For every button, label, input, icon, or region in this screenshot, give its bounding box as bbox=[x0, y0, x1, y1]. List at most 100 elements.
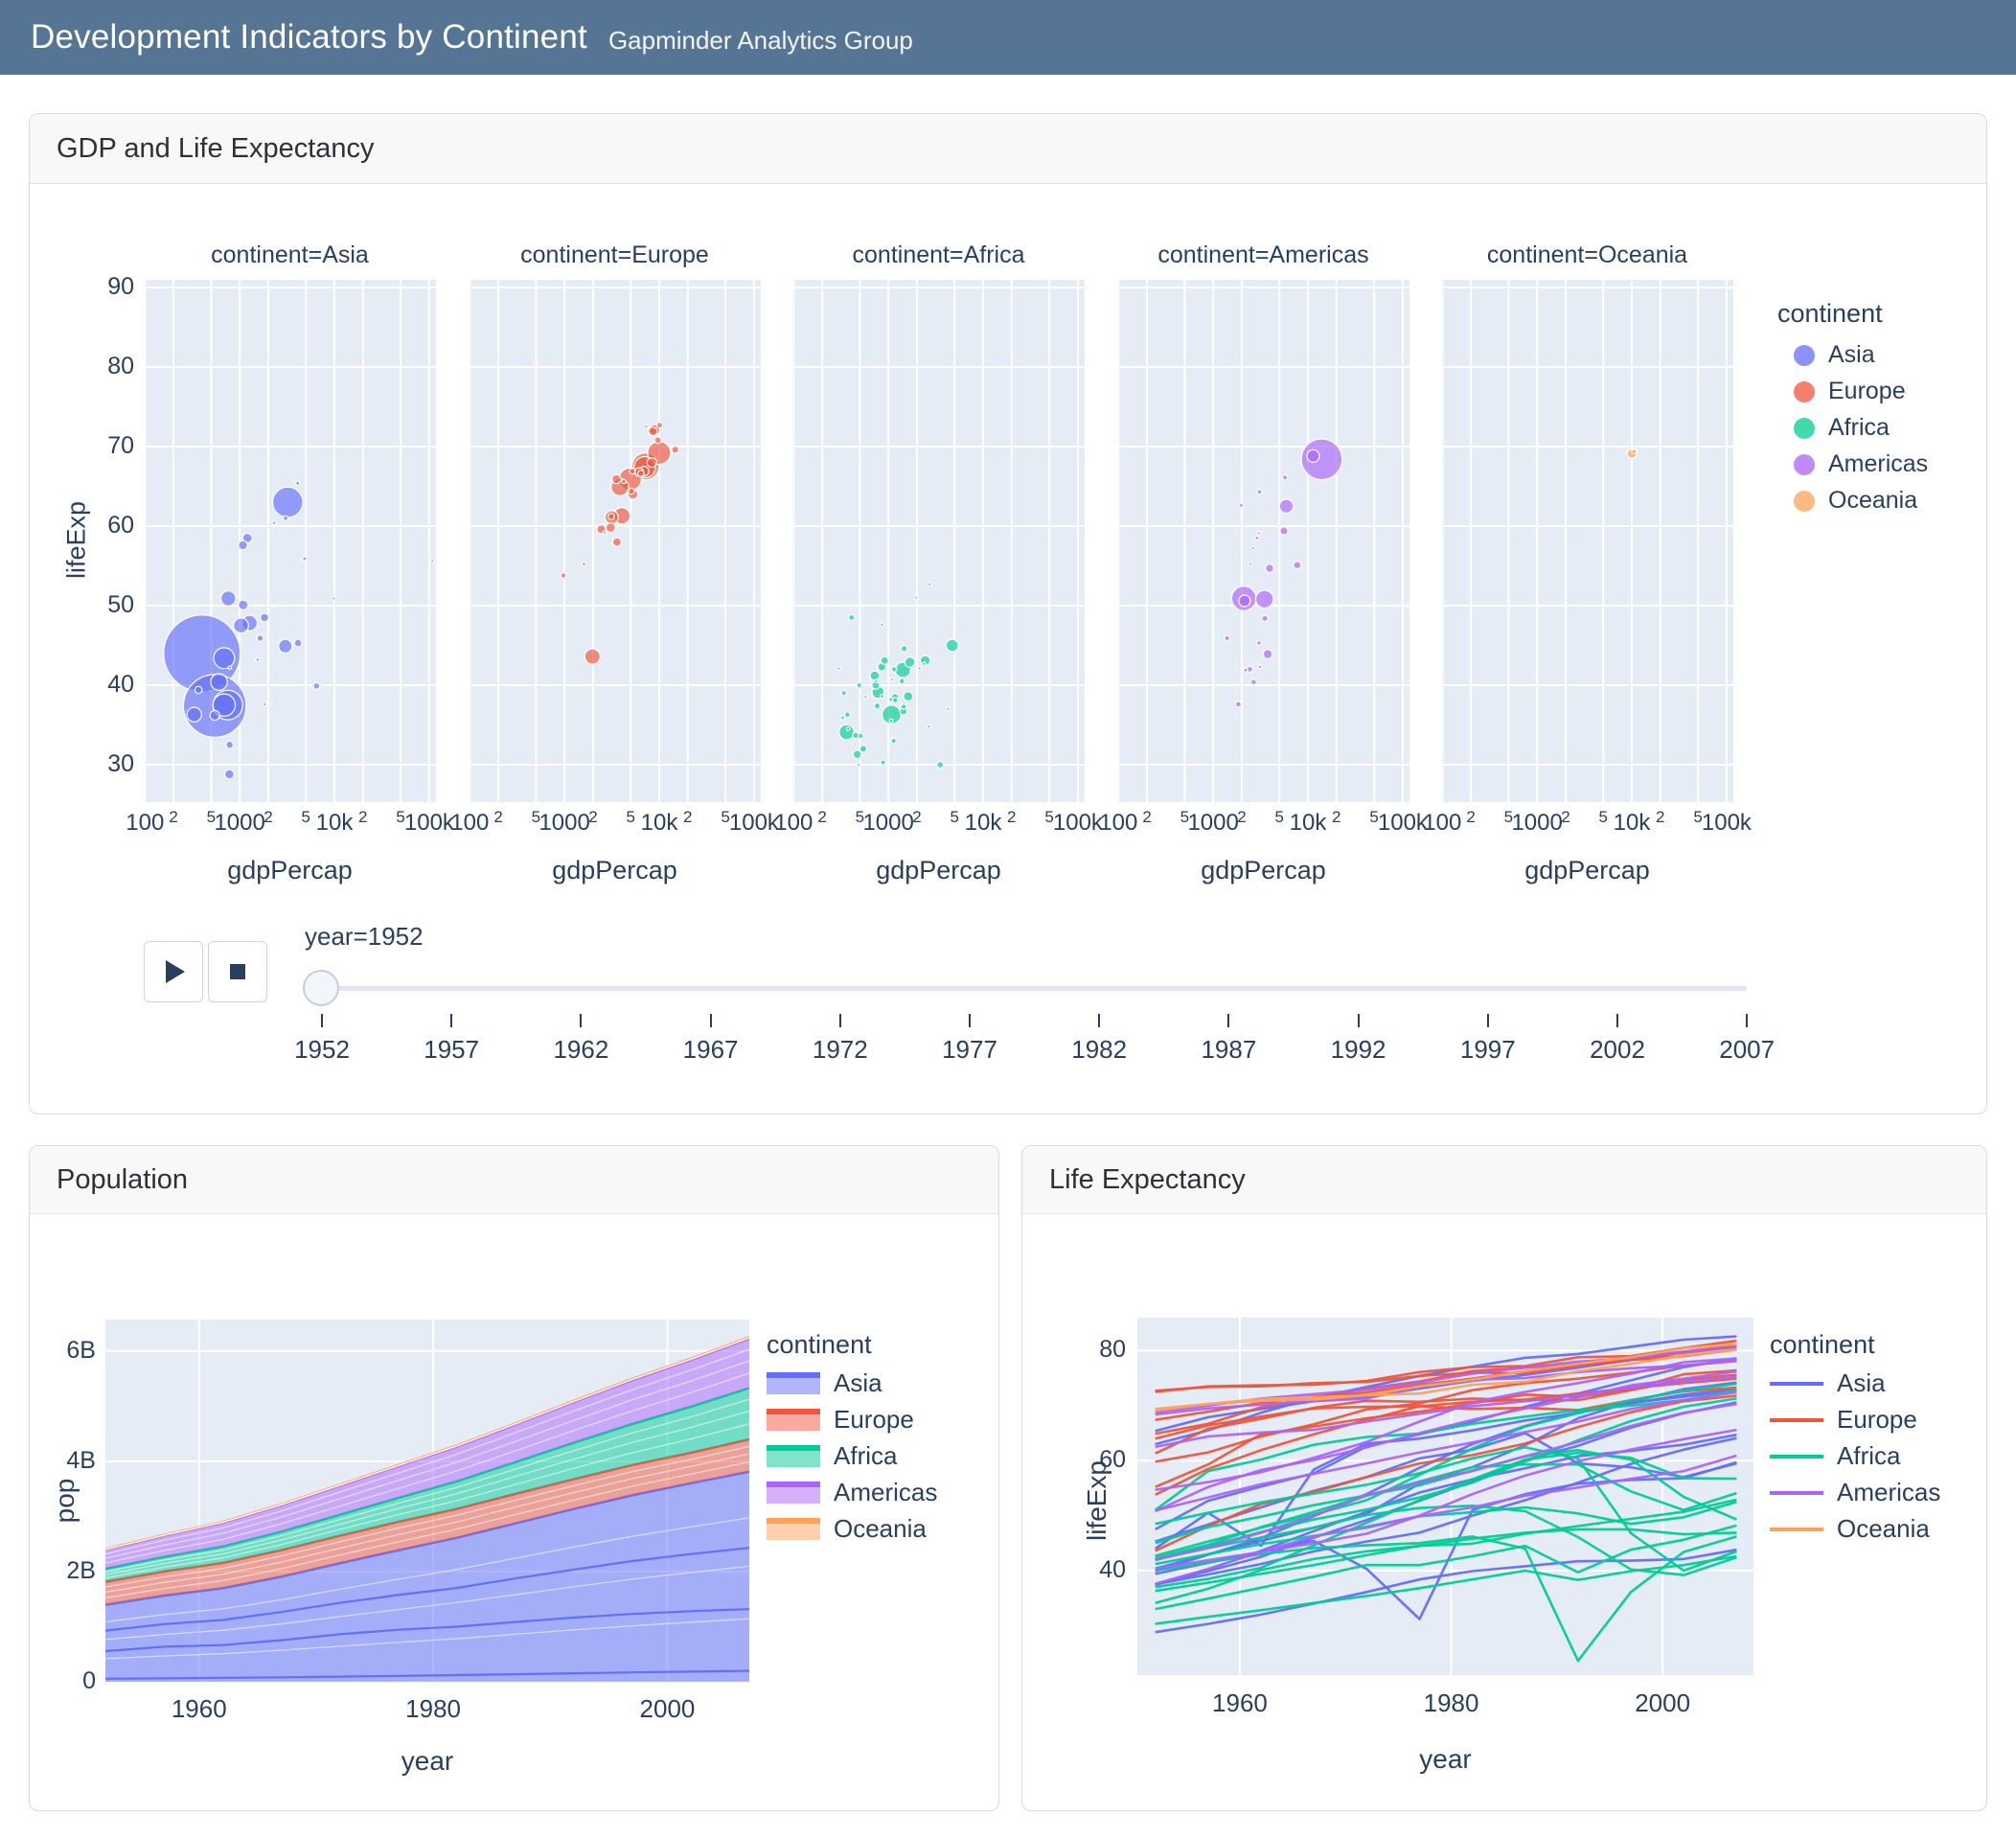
slider-tick bbox=[969, 1014, 971, 1027]
slider-tick-label[interactable]: 1967 bbox=[682, 1035, 739, 1064]
x-tick-label: 10k bbox=[315, 810, 354, 836]
y-tick-label: 60 bbox=[1099, 1446, 1126, 1474]
legend-line-swatch-oceania bbox=[1770, 1527, 1823, 1531]
x-tick-label: 2000 bbox=[639, 1694, 696, 1723]
legend-label: Americas bbox=[834, 1478, 938, 1506]
slider-tick bbox=[1486, 1014, 1489, 1027]
facet-title-americas: continent=Americas bbox=[1157, 241, 1369, 268]
gdp-life-card-title: GDP and Life Expectancy bbox=[57, 132, 375, 164]
legend-item-oceania[interactable]: Oceania bbox=[767, 1514, 927, 1544]
scatter-facet-asia[interactable] bbox=[144, 280, 436, 802]
legend-item-asia[interactable]: Asia bbox=[767, 1368, 882, 1398]
legend-item-europe[interactable]: Europe bbox=[1794, 378, 1906, 405]
legend-item-americas[interactable]: Americas bbox=[1794, 450, 1928, 478]
legend-line-swatch-europe bbox=[1770, 1417, 1823, 1422]
play-button[interactable] bbox=[144, 941, 203, 1002]
x-tick-label: 1960 bbox=[1212, 1689, 1268, 1717]
slider-tick-label[interactable]: 1982 bbox=[1071, 1035, 1128, 1064]
x-tick-label: 10k bbox=[1613, 810, 1651, 836]
facet-title-asia: continent=Asia bbox=[211, 241, 369, 268]
slider-tick bbox=[450, 1014, 453, 1027]
y-axis-title: pop bbox=[50, 1478, 80, 1524]
legend-item-africa[interactable]: Africa bbox=[1770, 1441, 1900, 1471]
legend-item-americas[interactable]: Americas bbox=[1770, 1478, 1940, 1507]
x-minor-tick-label: 5 bbox=[396, 808, 405, 826]
legend-area-swatch-americas bbox=[767, 1482, 820, 1504]
x-minor-tick-label: 5 bbox=[1369, 808, 1379, 826]
x-minor-tick-label: 2 bbox=[1007, 808, 1017, 826]
y-tick-label: 0 bbox=[82, 1667, 96, 1694]
y-tick-label: 30 bbox=[107, 749, 134, 777]
legend-item-africa[interactable]: Africa bbox=[1794, 414, 1890, 442]
x-minor-tick-label: 5 bbox=[206, 808, 217, 826]
slider-tick bbox=[1098, 1014, 1101, 1027]
legend-item-oceania[interactable]: Oceania bbox=[1770, 1514, 1930, 1544]
slider-tick-label[interactable]: 1987 bbox=[1201, 1035, 1257, 1064]
year-slider-handle[interactable] bbox=[303, 970, 339, 1006]
scatter-facet-europe[interactable] bbox=[469, 280, 761, 802]
slider-tick bbox=[1616, 1014, 1618, 1027]
x-minor-tick-label: 2 bbox=[1332, 808, 1341, 826]
slider-tick bbox=[580, 1014, 583, 1027]
x-tick-label: 10k bbox=[964, 810, 1002, 836]
y-tick-label: 40 bbox=[107, 670, 134, 698]
slider-tick-label[interactable]: 1957 bbox=[424, 1035, 480, 1064]
x-minor-tick-label: 2 bbox=[588, 808, 598, 826]
x-tick-label: 1000 bbox=[1511, 810, 1563, 836]
legend-item-africa[interactable]: Africa bbox=[767, 1441, 897, 1471]
population-plot-area[interactable] bbox=[105, 1320, 749, 1682]
y-tick-label: 80 bbox=[107, 352, 134, 379]
x-tick-label: 1960 bbox=[171, 1694, 227, 1723]
legend-label: Africa bbox=[1837, 1441, 1901, 1470]
x-tick-label: 100 bbox=[1099, 810, 1138, 836]
x-minor-tick-label: 5 bbox=[950, 808, 959, 826]
slider-tick bbox=[1746, 1014, 1749, 1027]
scatter-facet-americas[interactable] bbox=[1117, 280, 1409, 802]
stop-icon bbox=[230, 964, 245, 979]
slider-tick-label[interactable]: 1972 bbox=[812, 1035, 868, 1064]
legend-label: Americas bbox=[1828, 450, 1929, 477]
x-minor-tick-label: 5 bbox=[301, 808, 310, 826]
x-tick-label: 100k bbox=[403, 810, 454, 836]
legend-item-asia[interactable]: Asia bbox=[1794, 341, 1875, 369]
x-minor-tick-label: 2 bbox=[1142, 808, 1152, 826]
legend-label: Africa bbox=[834, 1441, 898, 1470]
slider-tick-label[interactable]: 1977 bbox=[942, 1035, 997, 1064]
legend-item-oceania[interactable]: Oceania bbox=[1794, 487, 1917, 515]
legend-marker-europe bbox=[1794, 380, 1815, 402]
legend-item-asia[interactable]: Asia bbox=[1770, 1368, 1886, 1398]
legend-item-europe[interactable]: Europe bbox=[1770, 1405, 1917, 1435]
x-minor-tick-label: 5 bbox=[1503, 808, 1514, 826]
slider-tick-label[interactable]: 2002 bbox=[1590, 1035, 1645, 1064]
x-minor-tick-label: 5 bbox=[855, 808, 865, 826]
scatter-facet-oceania[interactable] bbox=[1441, 280, 1733, 802]
x-axis-title: gdpPercap bbox=[227, 856, 353, 885]
legend-item-europe[interactable]: Europe bbox=[767, 1405, 914, 1435]
legend-label: Americas bbox=[1837, 1478, 1941, 1506]
y-axis-title: lifeExp bbox=[61, 500, 91, 580]
legend-label: Asia bbox=[1828, 341, 1875, 368]
x-axis-title: gdpPercap bbox=[876, 856, 1001, 885]
population-card-title: Population bbox=[57, 1163, 189, 1195]
slider-tick-label[interactable]: 1997 bbox=[1459, 1035, 1516, 1064]
year-slider-track[interactable] bbox=[321, 986, 1747, 991]
slider-tick-label[interactable]: 1992 bbox=[1330, 1035, 1386, 1064]
slider-tick-label[interactable]: 2007 bbox=[1719, 1035, 1775, 1064]
slider-tick bbox=[709, 1014, 712, 1027]
x-tick-label: 100 bbox=[1423, 810, 1462, 836]
slider-tick-label[interactable]: 1962 bbox=[553, 1035, 609, 1064]
x-axis-title: gdpPercap bbox=[552, 856, 677, 885]
x-minor-tick-label: 2 bbox=[1561, 808, 1570, 826]
slider-tick-label[interactable]: 1952 bbox=[294, 1035, 350, 1064]
scatter-facet-africa[interactable] bbox=[792, 280, 1085, 802]
legend-label: Asia bbox=[1837, 1368, 1886, 1397]
legend-title: continent bbox=[1770, 1330, 1875, 1359]
x-tick-label: 1000 bbox=[538, 810, 590, 836]
legend-marker-oceania bbox=[1794, 490, 1815, 512]
legend-title: continent bbox=[767, 1330, 872, 1359]
stop-button[interactable] bbox=[208, 941, 267, 1002]
life-expectancy-plot-area[interactable] bbox=[1137, 1318, 1753, 1675]
facet-title-oceania: continent=Oceania bbox=[1486, 241, 1688, 268]
y-tick-label: 60 bbox=[107, 511, 134, 539]
legend-item-americas[interactable]: Americas bbox=[767, 1478, 937, 1507]
